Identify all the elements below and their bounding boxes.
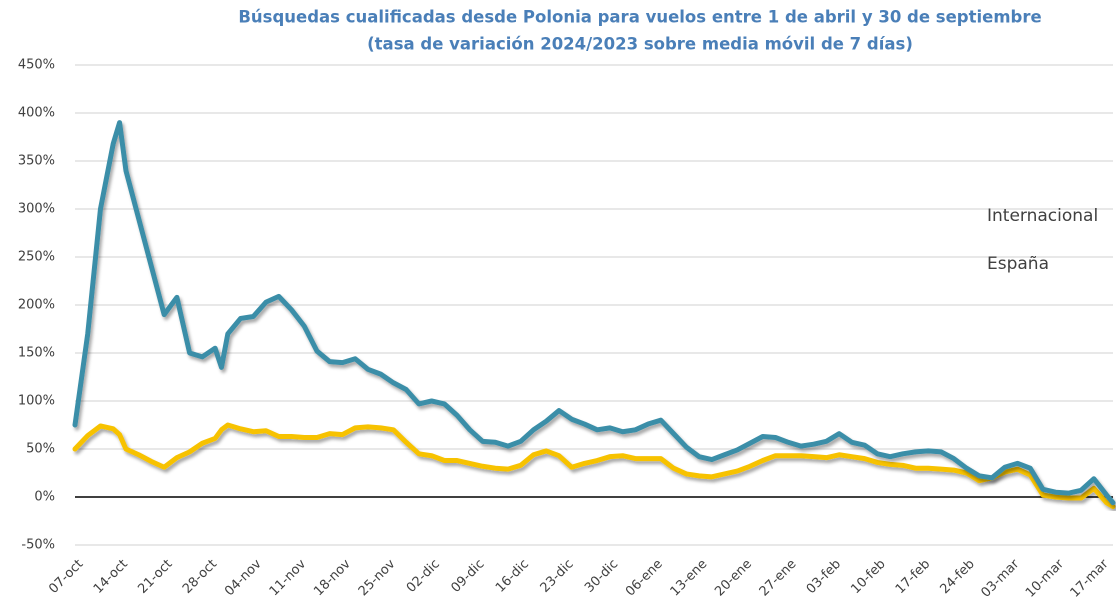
x-tick-label: 17-feb: [893, 557, 933, 597]
x-tick-label: 18-nov: [311, 556, 354, 599]
x-tick-label: 03-mar: [978, 556, 1022, 600]
x-tick-label: 20-ene: [712, 557, 755, 600]
x-tick-label: 03-feb: [804, 557, 844, 597]
y-tick-label: 100%: [18, 394, 55, 409]
x-tick-label: 17-mar: [1068, 556, 1112, 600]
x-tick-label: 10-feb: [848, 557, 888, 597]
y-tick-label: 350%: [18, 154, 55, 169]
y-tick-label: 0%: [34, 490, 55, 505]
y-tick-label: 150%: [18, 346, 55, 361]
x-tick-label: 11-nov: [267, 556, 310, 599]
legend-label: España: [987, 254, 1049, 274]
x-tick-label: 02-dic: [404, 557, 443, 596]
y-tick-label: 250%: [18, 250, 55, 265]
y-tick-label: 50%: [26, 442, 55, 457]
x-tick-label: 13-ene: [668, 557, 711, 600]
x-tick-label: 10-mar: [1023, 556, 1067, 600]
x-tick-label: 24-feb: [937, 557, 977, 597]
y-tick-label: 200%: [18, 298, 55, 313]
x-tick-label: 07-oct: [46, 557, 86, 597]
x-tick-label: 23-dic: [538, 557, 577, 596]
x-tick-label: 14-oct: [91, 557, 131, 597]
y-tick-label: 450%: [18, 58, 55, 73]
legend-label: Internacional: [987, 206, 1098, 226]
x-tick-label: 25-nov: [356, 556, 399, 599]
x-tick-label: 04-nov: [222, 556, 265, 599]
x-tick-label: 28-oct: [180, 557, 220, 597]
x-tick-label: 06-ene: [623, 557, 666, 600]
y-tick-label: 400%: [18, 106, 55, 121]
series-line: [72, 422, 1116, 510]
series-line: [72, 120, 1116, 506]
x-tick-label: 16-dic: [493, 557, 532, 596]
y-tick-label: 300%: [18, 202, 55, 217]
x-tick-label: 30-dic: [582, 557, 621, 596]
y-tick-label: -50%: [21, 538, 55, 553]
chart-subtitle: (tasa de variación 2024/2023 sobre media…: [367, 35, 913, 54]
x-tick-label: 21-oct: [135, 557, 175, 597]
x-tick-label: 09-dic: [448, 557, 487, 596]
chart-title: Búsquedas cualificadas desde Polonia par…: [238, 8, 1041, 27]
x-tick-label: 27-ene: [757, 557, 800, 600]
